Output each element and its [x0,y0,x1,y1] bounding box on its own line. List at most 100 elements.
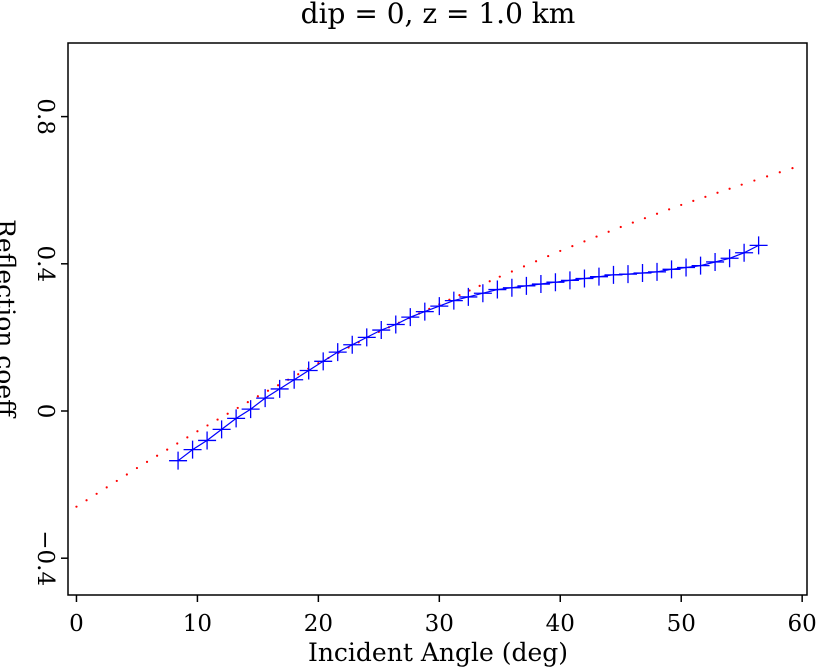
reference-curve-dot [619,225,622,229]
reference-curve-dot [704,195,707,198]
x-tick-label: 30 [425,611,454,637]
measured-point-marker [691,256,710,275]
reference-curve-dot [135,466,139,470]
reference-curve-dot [468,289,471,292]
reference-curve-dot [547,254,550,258]
measured-point-marker [633,264,652,282]
measured-point-marker [502,278,521,297]
measured-point-marker [314,352,333,371]
reference-curve-dot [488,280,491,283]
measured-point-marker [560,271,579,290]
reference-curve-dot [75,505,78,508]
reference-curve-dot [125,473,128,476]
measured-point-marker [256,389,275,408]
measured-point-marker [735,243,754,262]
reference-curve-dot [85,499,88,502]
measured-point-marker [677,258,696,277]
measured-point-marker [430,297,449,316]
measured-point-marker [546,273,565,292]
reference-curve-dot [246,401,249,404]
reference-curve-dot [206,424,209,427]
y-tick-label: 0.8 [32,98,58,135]
reference-curve-dot [765,175,769,178]
x-tick-label: 20 [304,611,333,637]
measured-point-marker [227,409,246,428]
reference-curve-dot [256,395,259,398]
measured-point-marker [459,287,478,306]
reference-curve-dot [498,275,501,278]
reference-curve-dot [680,203,683,207]
reference-curve-dot [728,187,731,190]
reference-curve-dot [753,179,756,182]
reference-curve-dot [196,430,199,433]
measured-point-marker [720,249,739,268]
measured-point-marker [401,308,420,327]
measured-point-marker [386,315,405,334]
y-tick-label: −0.4 [32,530,58,586]
reference-curve-dot [186,436,189,439]
measured-point-marker [575,269,594,288]
y-tick-label: 0.4 [32,246,58,283]
measured-point-marker [357,328,376,347]
measured-point-marker [589,267,608,286]
measured-point-marker [169,451,188,470]
reference-curve-dot [607,230,610,233]
reference-curve-dot [297,373,300,376]
reference-curve-dot [166,448,169,451]
x-tick-label: 10 [183,611,212,637]
reference-curve-dot [692,199,695,202]
plot-layer: 0 10 20 30 40 50 60 −0.4 0 0.4 0.8 [32,98,817,637]
y-tick-label: 0 [32,404,58,419]
measured-point-marker [517,276,536,295]
measured-point-marker [444,291,463,310]
y-axis-label: Reflection coeff [0,219,20,419]
measured-point-marker [212,420,231,439]
reference-curve-dot [571,245,574,248]
reference-curve-dot [631,221,634,224]
reference-curve-dot [176,442,179,445]
measured-point-marker [648,262,667,281]
measured-point-marker [749,236,768,255]
measured-point-marker [183,440,202,459]
reference-curve-dot [595,235,598,238]
reference-curve-dot [534,260,538,263]
reference-curve-dot [226,412,229,415]
chart-title: dip = 0, z = 1.0 km [301,0,576,30]
reference-curve-dot [236,406,239,410]
x-tick-label: 50 [667,611,696,637]
reference-curve-dot [115,479,118,483]
measured-point-marker [270,379,289,398]
measured-point-marker [531,275,550,294]
reference-curve-dot [643,217,647,220]
measured-point-marker [299,361,318,380]
reference-curve-dot [276,384,280,387]
reference-curve-dot [105,486,108,489]
reference-curve-dot [655,212,659,215]
reference-curve-dot [478,284,481,287]
measured-point-marker [343,335,362,354]
x-tick-label: 40 [546,611,575,637]
reference-curve-dot [522,265,526,268]
measured-point-marker [618,265,637,284]
reference-curve-dot [740,183,743,186]
measured-point-marker [328,343,347,362]
measured-point-marker [285,370,304,389]
x-axis-label: Incident Angle (deg) [308,638,568,667]
measured-point-marker [198,431,217,450]
measured-point-marker [706,252,725,271]
reference-curve-dot [583,240,586,243]
measured-point-marker [662,260,681,279]
plot-frame [67,42,808,596]
reference-curve-dot [716,191,719,194]
reference-curve-dot [155,454,159,457]
measured-point-marker [372,321,391,340]
measured-point-marker [488,280,507,299]
measured-point-marker [415,302,434,321]
measured-point-marker [473,284,492,303]
reference-curve-dot [559,249,562,253]
measured-point-marker [604,265,623,284]
reference-curve-dot [778,171,781,174]
reference-curve-dot [266,389,270,392]
